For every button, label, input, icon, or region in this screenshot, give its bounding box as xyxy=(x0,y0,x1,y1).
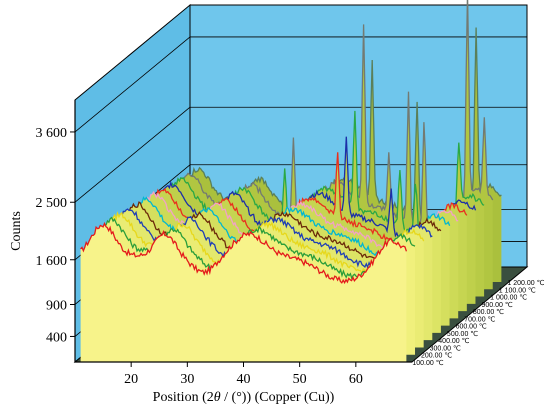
series-label-10: 1 100.00 ℃ xyxy=(499,287,536,294)
series-label-1: 200.00 ℃ xyxy=(421,353,452,360)
gridline-side-4 xyxy=(74,36,191,133)
series-label-5: 600.00 ℃ xyxy=(456,324,487,331)
series-label-8: 900.00 ℃ xyxy=(481,302,512,309)
x-tick-label-0: 20 xyxy=(124,372,138,387)
y-tick-label-0: 400 xyxy=(46,330,67,345)
series-label-4: 500.00 ℃ xyxy=(447,331,478,338)
y-tick-label-1: 900 xyxy=(46,298,67,313)
x-axis-title: Position (2θ / (°)) (Copper (Cu)) xyxy=(153,390,335,405)
x-tick-label-2: 40 xyxy=(237,372,251,387)
series-label-11: 1 200.00 ℃ xyxy=(507,280,544,287)
y-axis-title: Counts xyxy=(9,211,24,251)
y-tick-label-3: 2 500 xyxy=(36,196,68,211)
x-tick-label-1: 30 xyxy=(180,372,194,387)
chart-series-group xyxy=(80,0,502,362)
series-label-3: 400.00 ℃ xyxy=(438,338,469,345)
y-tick-label-2: 1 600 xyxy=(36,254,68,269)
series-label-6: 700.00 ℃ xyxy=(464,316,495,323)
series-label-0: 100.00 ℃ xyxy=(412,360,443,367)
series-label-2: 300.00 ℃ xyxy=(430,345,461,352)
chart-axes: 20 30 40 50 60 400 900 1 600 2 500 3 600 xyxy=(36,100,412,387)
gridline-side-3 xyxy=(74,106,191,203)
x-tick-label-4: 60 xyxy=(349,372,363,387)
y-tick-label-4: 3 600 xyxy=(36,126,68,141)
series-line-0 xyxy=(80,221,408,285)
series-area-0 xyxy=(80,223,407,362)
x-tick-label-3: 50 xyxy=(293,372,307,387)
series-label-7: 800.00 ℃ xyxy=(473,309,504,316)
series-label-9: 1 000.00 ℃ xyxy=(490,295,527,302)
